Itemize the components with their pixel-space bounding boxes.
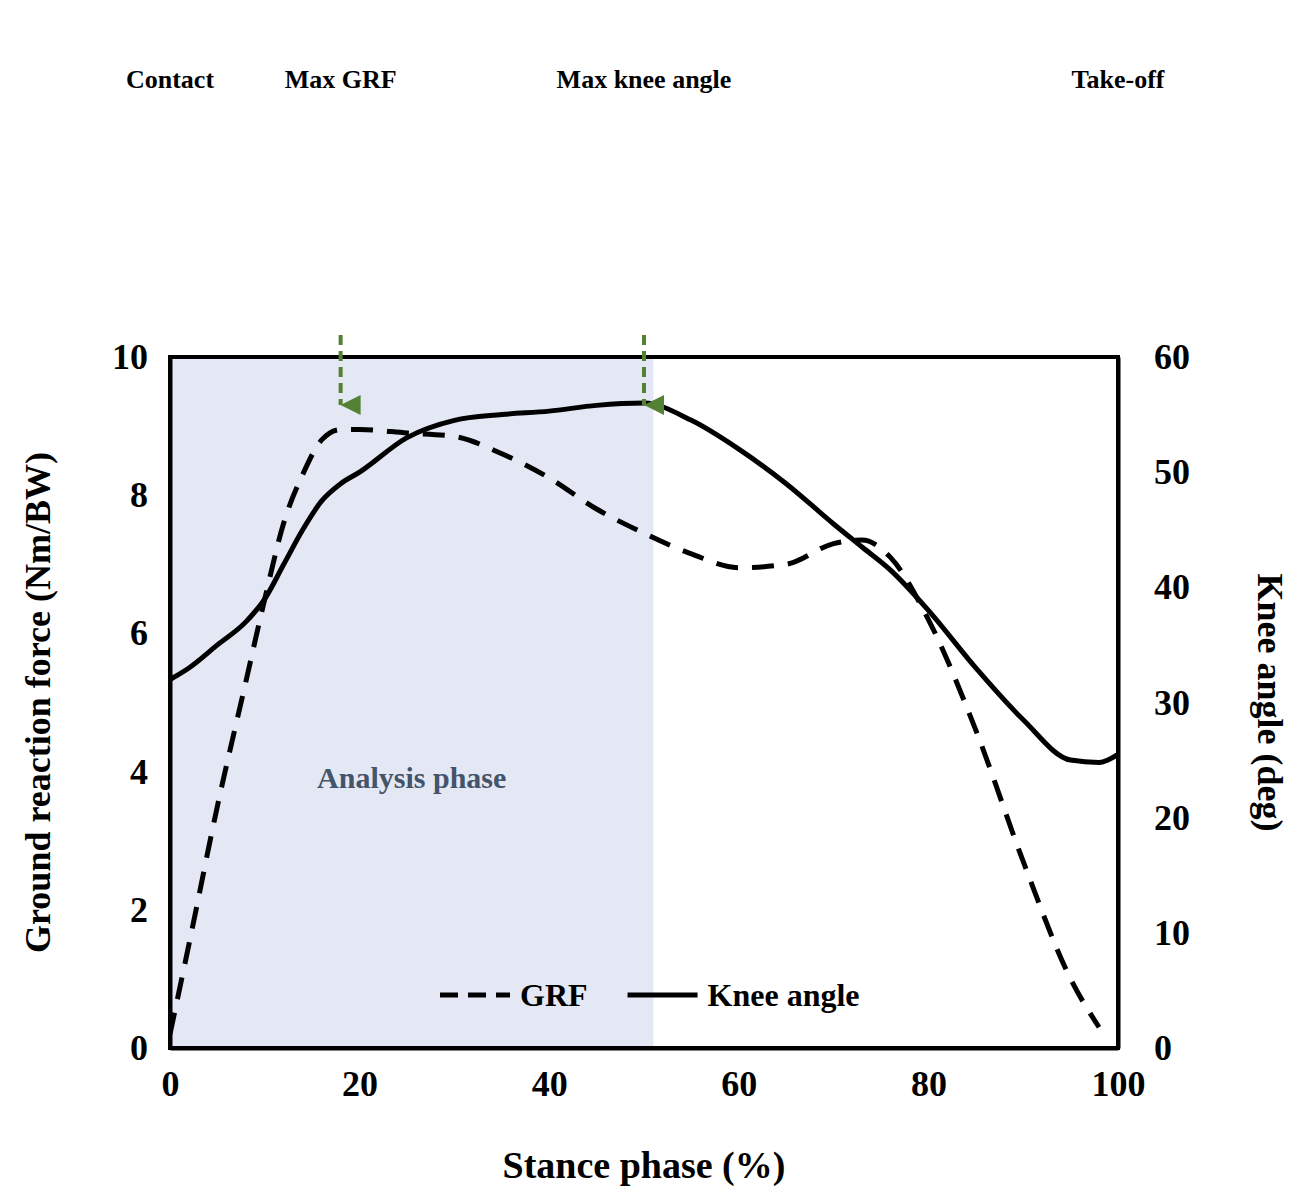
tick-label: 80	[911, 1064, 947, 1104]
tick: 2	[130, 890, 170, 930]
tick: 8	[130, 475, 170, 515]
event-label: Take-off	[1072, 65, 1165, 94]
legend-label: Knee angle	[708, 977, 860, 1013]
tick: 50	[1118, 452, 1190, 492]
legend-label: GRF	[520, 977, 588, 1013]
event-label: Max GRF	[285, 65, 397, 94]
plot-area	[170, 357, 1118, 1048]
y-axis: 0 2 4 6 8 10	[112, 337, 171, 1068]
event-arrow	[642, 335, 646, 405]
chart: 02040608010002468100102030405060Stance p…	[0, 0, 1301, 1197]
tick-label: 50	[1154, 452, 1190, 492]
event-label: Max knee angle	[557, 65, 732, 94]
tick: 80	[911, 1048, 947, 1104]
tick: 0	[162, 1048, 180, 1104]
y-axis-title: Ground reaction force (Nm/BW)	[18, 452, 58, 953]
tick: 6	[130, 613, 170, 653]
legend-swatch	[628, 993, 698, 998]
event-arrow	[339, 335, 343, 405]
axis-line	[171, 1047, 1119, 1051]
tick: 4	[130, 752, 170, 792]
analysis-phase-label: Analysis phase	[317, 761, 506, 794]
tick-label: 0	[1154, 1028, 1172, 1068]
tick-label: 10	[112, 337, 148, 377]
tick-label: 6	[130, 613, 148, 653]
tick-label: 4	[130, 752, 148, 792]
legend-swatch	[440, 993, 510, 998]
tick-label: 0	[162, 1064, 180, 1104]
tick: 10	[1118, 913, 1190, 953]
tick-label: 40	[1154, 567, 1190, 607]
x-axis-title: Stance phase (%)	[503, 1144, 786, 1187]
tick: 0	[1118, 1028, 1172, 1068]
plot-frame	[170, 357, 1118, 1048]
tick-label: 0	[130, 1028, 148, 1068]
axis-line	[1117, 358, 1121, 1049]
tick-label: 8	[130, 475, 148, 515]
tick-label: 40	[532, 1064, 568, 1104]
tick-label: 2	[130, 890, 148, 930]
tick-label: 10	[1154, 913, 1190, 953]
tick-label: 60	[721, 1064, 757, 1104]
series-line	[170, 403, 1118, 762]
tick-label: 20	[1154, 798, 1190, 838]
legend: GRF Knee angle	[440, 977, 860, 1013]
y2-axis: 0 10 20 30 40 50 60	[1118, 337, 1190, 1068]
tick: 60	[721, 1048, 757, 1104]
axis-line	[169, 358, 173, 1049]
event-label: Contact	[126, 65, 214, 94]
tick-label: 30	[1154, 683, 1190, 723]
tick: 20	[1118, 798, 1190, 838]
tick: 100	[1092, 1048, 1146, 1104]
tick: 40	[532, 1048, 568, 1104]
tick-label: 100	[1092, 1064, 1146, 1104]
y2-axis-title: Knee angle (deg)	[1250, 574, 1290, 832]
x-axis: 0 20 40 60 80 100	[162, 1048, 1146, 1104]
tick: 20	[342, 1048, 378, 1104]
tick: 10	[112, 337, 170, 377]
tick-label: 20	[342, 1064, 378, 1104]
tick-label: 60	[1154, 337, 1190, 377]
tick: 60	[1118, 337, 1190, 377]
tick: 0	[130, 1028, 170, 1068]
tick: 30	[1118, 683, 1190, 723]
tick: 40	[1118, 567, 1190, 607]
